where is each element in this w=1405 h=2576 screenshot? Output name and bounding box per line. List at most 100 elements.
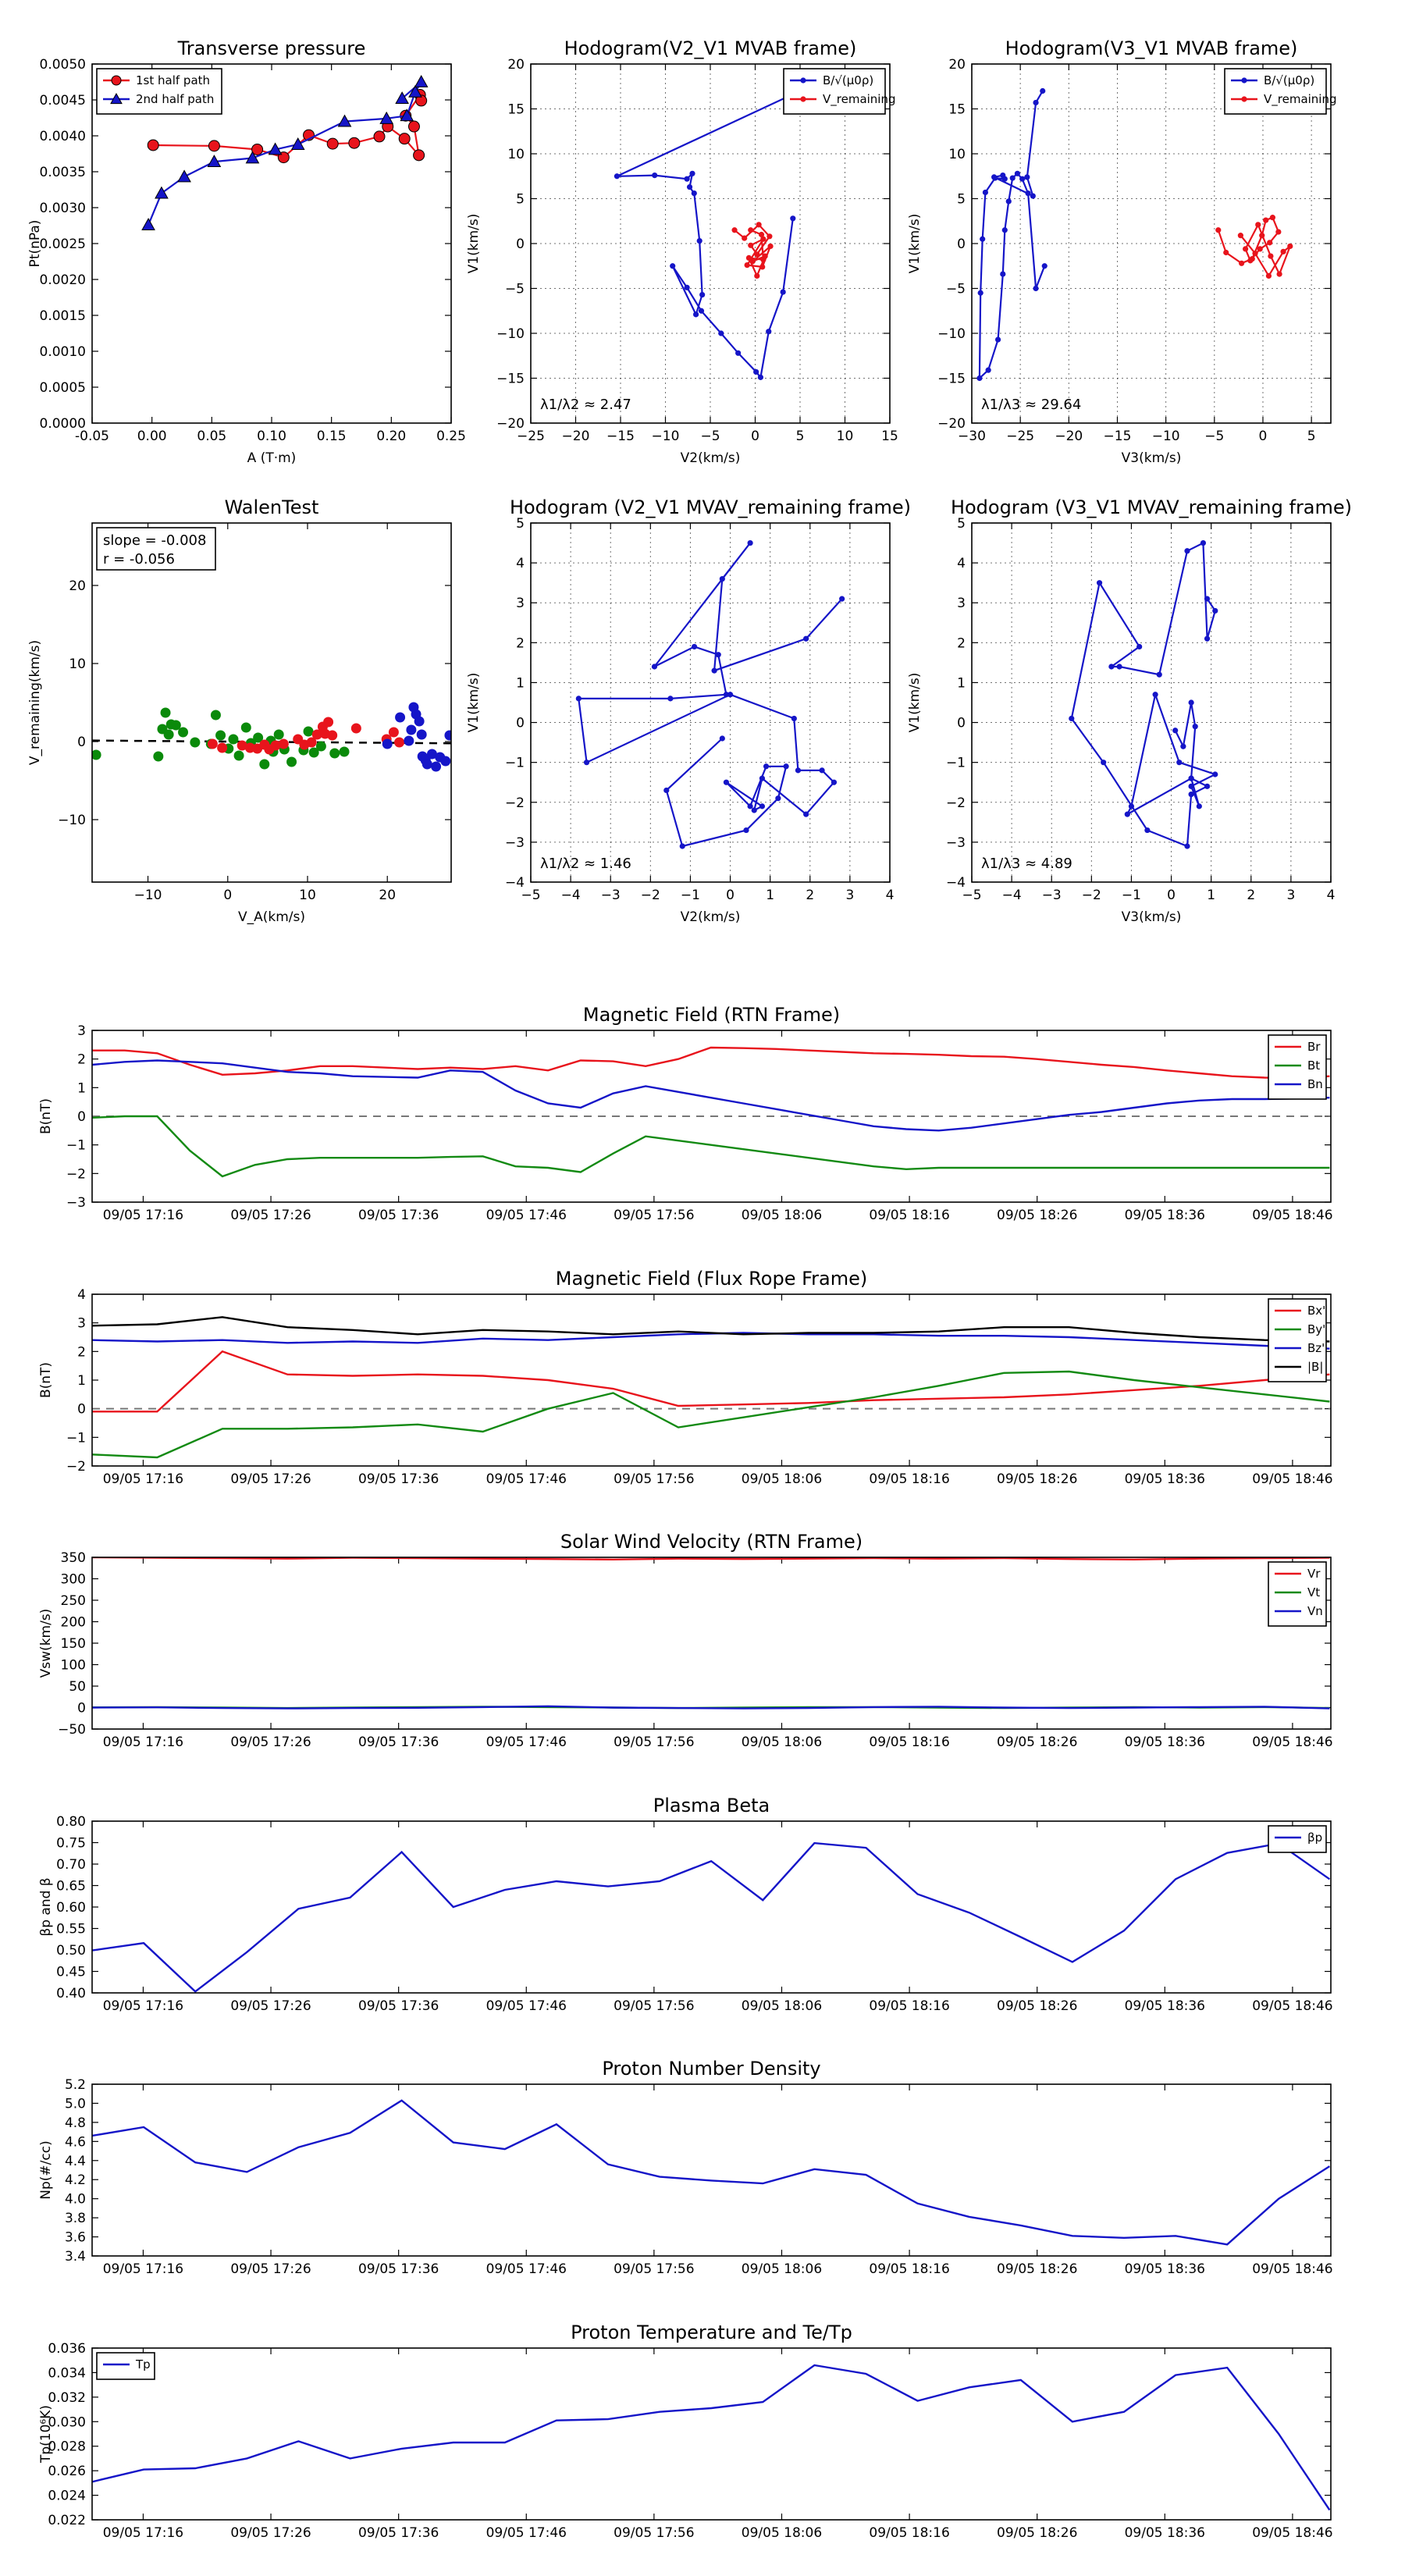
y-tick-label: 4.0 xyxy=(65,2192,86,2208)
plot-area xyxy=(92,1841,1331,1993)
y-tick-label: 0.032 xyxy=(48,2390,86,2406)
y-tick-label: 15 xyxy=(948,102,966,118)
x-tick-label: −5 xyxy=(962,888,981,903)
x-tick-label: 09/05 17:16 xyxy=(103,1208,183,1223)
x-tick-label: 15 xyxy=(881,429,898,444)
chart-title: WalenTest xyxy=(225,496,319,518)
legend-label: 2nd half path xyxy=(136,92,214,106)
x-axis-label: V2(km/s) xyxy=(681,909,741,925)
data-point xyxy=(1156,671,1162,678)
y-tick-label: 0.55 xyxy=(56,1922,86,1937)
chart-bfield: Magnetic Field (RTN Frame) 09/05 17:16 09/… xyxy=(38,1004,1333,1223)
data-point xyxy=(744,262,750,269)
data-point xyxy=(1124,811,1130,817)
x-tick-label: 09/05 18:16 xyxy=(869,1735,949,1750)
x-tick-label: 0 xyxy=(1259,429,1268,444)
plot-frame xyxy=(91,63,452,424)
data-point xyxy=(758,231,765,238)
data-point xyxy=(1215,227,1222,233)
x-tick-label: 09/05 17:16 xyxy=(103,1471,183,1487)
data-point xyxy=(1024,174,1030,180)
plot-area xyxy=(614,87,803,380)
legend-box xyxy=(1268,1561,1327,1627)
data-point xyxy=(286,756,297,767)
data-point xyxy=(350,723,361,734)
y-axis-label: B(nT) xyxy=(38,1362,54,1398)
series-v-remaining-line xyxy=(734,223,772,279)
y-tick-label: 4.8 xyxy=(65,2115,86,2131)
legend-label: Bz' xyxy=(1307,1341,1325,1355)
data-point xyxy=(416,729,427,740)
x-tick-label: 09/05 17:56 xyxy=(614,1735,694,1750)
y-tick-label: 0 xyxy=(77,1402,86,1418)
x-tick-label: 1 xyxy=(1207,888,1215,903)
data-point xyxy=(147,139,159,151)
y-axis-label: V1(km/s) xyxy=(907,673,923,733)
data-point xyxy=(767,243,774,250)
y-tick-label: −50 xyxy=(58,1722,86,1738)
y-tick-label: 0.40 xyxy=(56,1986,86,2001)
data-point xyxy=(1152,692,1158,698)
chart-title: Hodogram (V3_V1 MVAV_remaining frame) xyxy=(951,496,1352,518)
data-point xyxy=(747,539,753,546)
data-point xyxy=(1108,664,1115,670)
stats-box xyxy=(96,527,216,571)
x-tick-label: −25 xyxy=(1006,429,1034,444)
x-tick-label: 09/05 17:36 xyxy=(358,2261,439,2277)
x-tick-label: 09/05 18:46 xyxy=(1252,2525,1332,2541)
data-point xyxy=(686,183,693,190)
x-tick-label: 0 xyxy=(1167,888,1176,903)
x-tick-label: −10 xyxy=(134,888,162,903)
y-tick-label: 4.6 xyxy=(65,2134,86,2150)
data-point xyxy=(1212,771,1218,777)
data-point xyxy=(1239,260,1245,266)
data-point xyxy=(766,329,772,335)
plot-frame xyxy=(91,1293,1332,1467)
y-tick-label: −15 xyxy=(937,372,966,387)
y-tick-label: 20 xyxy=(507,57,525,73)
x-tick-label: 09/05 18:36 xyxy=(1125,2525,1205,2541)
y-tick-label: 0.0000 xyxy=(40,416,86,432)
chart-title: Solar Wind Velocity (RTN Frame) xyxy=(560,1531,863,1553)
y-tick-label: −4 xyxy=(505,875,525,891)
data-point xyxy=(994,336,1001,343)
data-point xyxy=(1269,215,1276,221)
y-tick-label: 0.0045 xyxy=(40,93,86,109)
y-tick-label: 300 xyxy=(61,1572,86,1588)
y-tick-label: 0 xyxy=(77,1701,86,1717)
data-point xyxy=(718,330,724,336)
data-point xyxy=(237,740,247,751)
x-tick-label: 5 xyxy=(1307,429,1316,444)
series-hodogram-line xyxy=(578,542,843,848)
legend-box xyxy=(1224,68,1327,115)
data-point xyxy=(208,140,220,152)
y-tick-label: 0.036 xyxy=(48,2341,86,2357)
data-point xyxy=(251,143,264,155)
data-point xyxy=(992,175,998,181)
legend-marker xyxy=(800,77,806,84)
y-tick-label: 0.0035 xyxy=(40,165,86,180)
data-point xyxy=(1033,285,1039,292)
data-point xyxy=(444,730,451,741)
y-tick-label: 5 xyxy=(957,516,966,532)
eigen-ratio-label: λ1/λ3 ≈ 4.89 xyxy=(981,856,1072,872)
x-tick-label: 09/05 17:46 xyxy=(486,1998,567,2014)
x-tick-label: 09/05 17:36 xyxy=(358,1208,439,1223)
data-point xyxy=(831,779,838,785)
chart-title: Plasma Beta xyxy=(653,1795,770,1816)
series-br-line xyxy=(92,1046,1330,1080)
legend-marker xyxy=(1241,77,1247,84)
data-point xyxy=(743,827,749,834)
x-tick-label: 09/05 17:56 xyxy=(614,1998,694,2014)
data-point xyxy=(373,130,386,143)
y-tick-label: 0.65 xyxy=(56,1879,86,1895)
y-tick-label: 0.80 xyxy=(56,1814,86,1830)
y-tick-label: 0 xyxy=(957,716,966,731)
data-point xyxy=(985,367,991,373)
data-point xyxy=(723,779,730,785)
data-point xyxy=(742,235,748,241)
x-tick-label: 5 xyxy=(796,429,805,444)
y-tick-label: 0.0030 xyxy=(40,201,86,216)
data-point xyxy=(1001,176,1008,182)
data-point xyxy=(1030,193,1036,199)
